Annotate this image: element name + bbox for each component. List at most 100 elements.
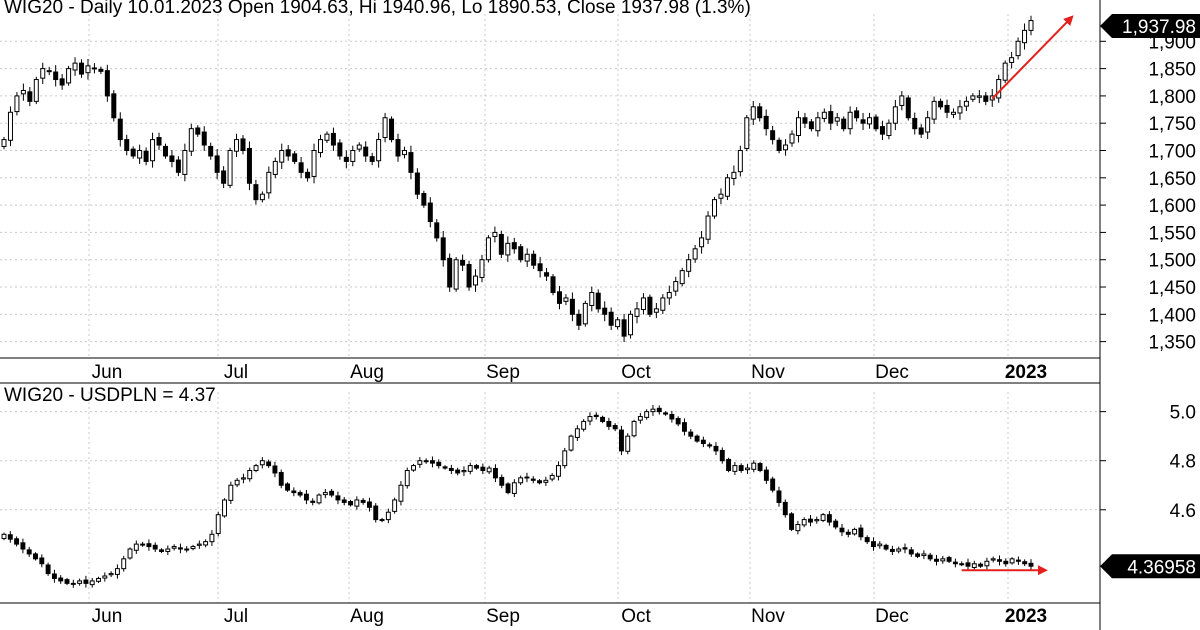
candle-body	[85, 65, 91, 74]
candle-body	[196, 543, 202, 546]
x-month-label: Jul	[224, 606, 248, 627]
candle-body	[574, 428, 580, 438]
candle-body	[631, 420, 637, 437]
x-month-label: Sep	[486, 362, 520, 383]
candle-body	[96, 577, 101, 582]
price-trend-arrow	[991, 15, 1074, 100]
candle-body	[808, 518, 813, 523]
candle-body	[845, 531, 851, 535]
candle-body	[272, 160, 278, 175]
y-tick-label: 1,400	[1148, 305, 1196, 326]
x-month-label: Aug	[350, 362, 384, 383]
candle-body	[965, 562, 971, 567]
y-tick-label: 1,350	[1148, 333, 1196, 354]
candle-body	[896, 548, 902, 552]
candle-body	[820, 514, 826, 521]
candle-body	[770, 130, 776, 141]
candle-body	[492, 231, 498, 237]
candle-body	[770, 478, 776, 491]
x-month-label: Dec	[875, 362, 909, 383]
candle-body	[899, 95, 905, 106]
x-month-label: Dec	[875, 606, 909, 627]
candle-body	[26, 549, 32, 555]
candle-body	[266, 171, 272, 194]
candle-body	[568, 435, 574, 451]
candle-body	[246, 147, 252, 184]
candle-body	[1015, 559, 1021, 562]
candle-body	[912, 117, 918, 130]
ratio-x-axis: Jun Jul Aug Sep Oct Nov Dec 2023	[92, 606, 1047, 627]
last-value-label: 4.36958	[1127, 557, 1196, 578]
candle-body	[279, 150, 285, 163]
candle-body	[14, 95, 20, 113]
candle-body	[466, 263, 472, 288]
candle-body	[162, 145, 168, 157]
candle-body	[455, 469, 461, 474]
candle-body	[864, 537, 870, 543]
candle-body	[83, 579, 89, 584]
candle-body	[839, 527, 845, 533]
candle-body	[7, 534, 13, 540]
candle-body	[656, 407, 662, 413]
candle-body	[737, 150, 743, 173]
candle-body	[350, 150, 356, 162]
y-tick-label: 1,750	[1148, 114, 1196, 135]
candle-body	[976, 95, 982, 98]
candle-body	[745, 467, 750, 471]
candle-body	[89, 580, 95, 586]
y-tick-label: 1,450	[1148, 278, 1196, 299]
candle-body	[27, 91, 33, 102]
candle-body	[379, 519, 385, 522]
candle-body	[732, 465, 738, 472]
candle-body	[214, 155, 220, 173]
candle-body	[589, 291, 595, 306]
candle-body	[127, 548, 133, 559]
candle-body	[354, 499, 360, 507]
candle-body	[669, 414, 675, 420]
candle-body	[311, 150, 317, 177]
candle-body	[461, 470, 467, 473]
candle-body	[363, 146, 369, 157]
candle-body	[98, 68, 104, 72]
y-tick-label: 4.8	[1170, 452, 1196, 473]
candle-body	[480, 466, 486, 472]
candle-body	[795, 117, 801, 137]
candle-body	[59, 78, 65, 86]
candle-body	[879, 126, 885, 135]
candle-body	[215, 514, 221, 534]
x-month-label: Jun	[92, 362, 123, 383]
candle-body	[569, 298, 575, 315]
candle-body	[524, 476, 530, 479]
candle-body	[834, 117, 840, 122]
x-month-label: Aug	[350, 606, 384, 627]
price-panel: WIG20 - Daily 10.01.2023 Open 1904.63, H…	[0, 0, 1200, 383]
candle-body	[421, 193, 427, 206]
candle-body	[826, 514, 832, 523]
x-month-label: Sep	[486, 606, 520, 627]
last-value-badge-shape	[1100, 554, 1200, 579]
candle-body	[518, 477, 524, 484]
candle-body	[713, 445, 719, 452]
candle-body	[121, 558, 127, 570]
candle-body	[51, 573, 57, 579]
candle-body	[1009, 57, 1015, 63]
candle-body	[201, 131, 207, 146]
candle-body	[133, 543, 139, 551]
candle-body	[997, 559, 1002, 562]
candle-body	[102, 575, 108, 579]
price-last-value-badge: 1,937.98	[1100, 14, 1200, 38]
candle-body	[297, 492, 303, 496]
candle-body	[453, 259, 459, 290]
candle-body	[1015, 40, 1021, 57]
candle-body	[253, 465, 259, 472]
candle-body	[190, 546, 196, 550]
candle-body	[757, 106, 763, 119]
candle-body	[700, 439, 706, 445]
candle-body	[666, 291, 672, 299]
candle-body	[348, 501, 353, 506]
candle-body	[111, 93, 117, 119]
candle-body	[931, 100, 937, 120]
candle-body	[208, 145, 214, 157]
candle-body	[562, 450, 568, 467]
candle-body	[156, 137, 162, 146]
